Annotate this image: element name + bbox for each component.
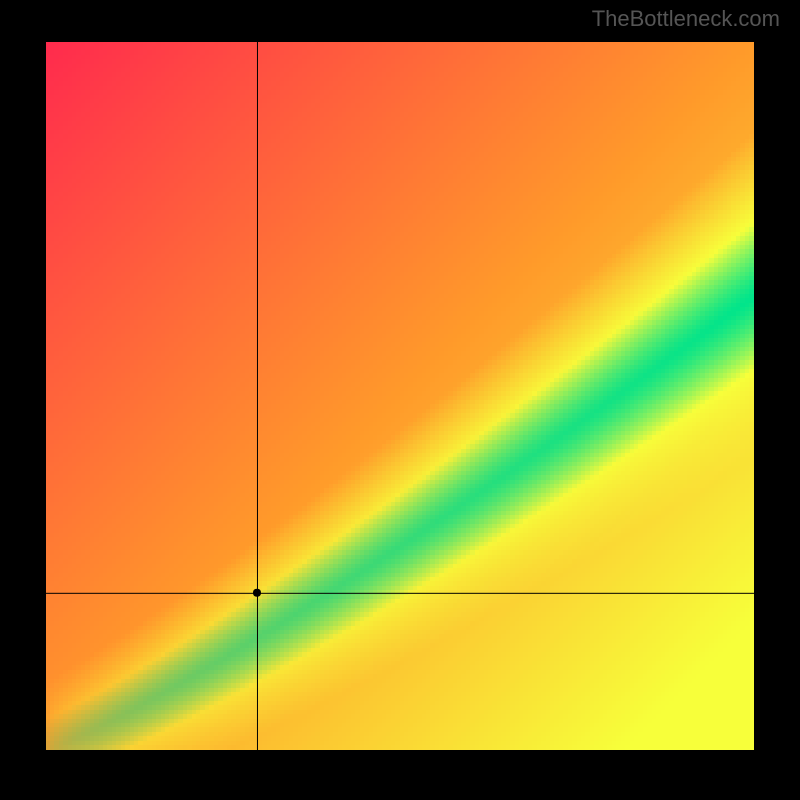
watermark-text: TheBottleneck.com [592,6,780,32]
heatmap-canvas [46,42,754,750]
plot-area [46,42,754,750]
chart-container: TheBottleneck.com [0,0,800,800]
